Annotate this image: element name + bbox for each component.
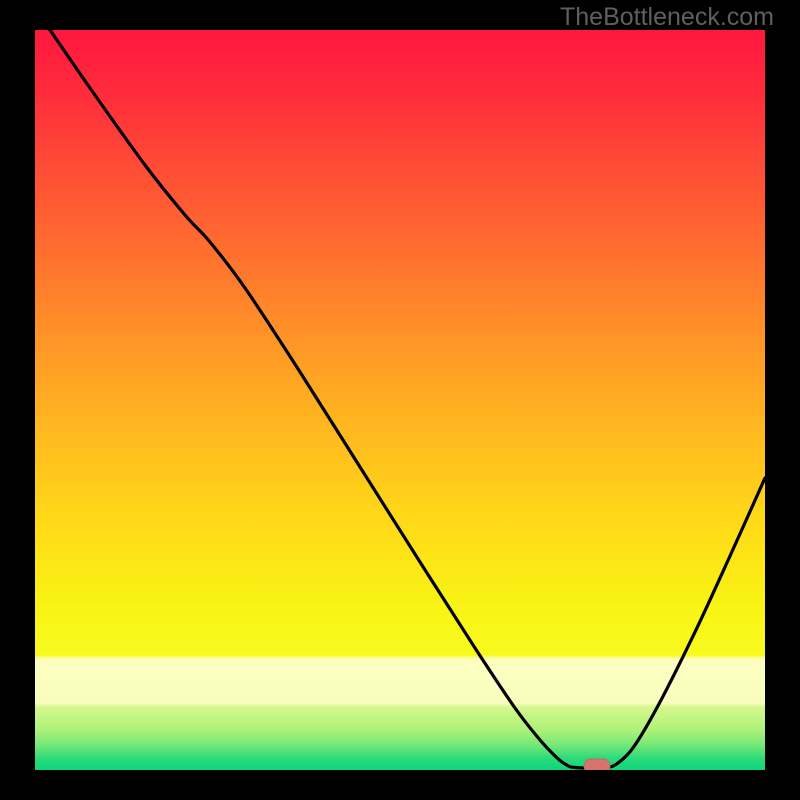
gradient-background (35, 30, 765, 770)
frame-right (765, 0, 800, 800)
watermark-text: TheBottleneck.com (560, 3, 774, 32)
frame-bottom (0, 770, 800, 800)
frame-left (0, 0, 35, 800)
bottleneck-chart (0, 0, 800, 800)
